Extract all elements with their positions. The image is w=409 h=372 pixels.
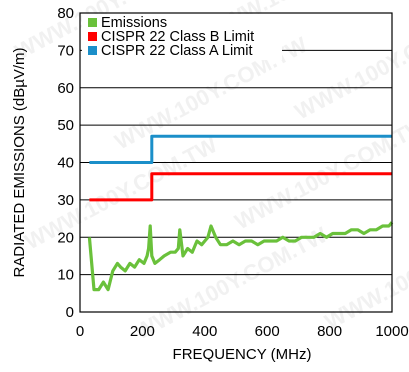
legend-label-emissions: Emissions [101,15,167,31]
watermark-text: WWW.100Y.COM.TW [131,222,332,345]
y-tick-label: 10 [57,267,74,284]
plot-frame [79,12,393,313]
legend-label-class-a: CISPR 22 Class A Limit [101,43,253,59]
x-tick-labels: 0 200 400 600 800 1000 [76,323,409,340]
x-axis-title: FREQUENCY (MHz) [173,346,312,363]
y-tick-label: 40 [57,155,74,172]
y-axis-title: RADIATED EMISSIONS (dBµV/m) [11,47,28,277]
series-line-emissions [87,221,394,292]
series-line-cispr-22-class-b-limit [89,172,392,202]
series-lines [87,134,394,292]
y-tick-label: 20 [57,229,74,246]
x-tick-label: 200 [130,323,155,340]
y-tick-label: 0 [66,304,74,321]
legend-background [82,14,282,60]
series-line-cispr-22-class-a-limit [89,134,392,164]
legend-swatch-emissions [88,18,97,27]
x-tick-label: 800 [317,323,342,340]
y-tick-label: 50 [57,117,74,134]
x-tick-label: 1000 [375,323,408,340]
y-tick-label: 70 [57,42,74,59]
x-tick-label: 600 [255,323,280,340]
watermark-text: WWW.100Y.COM.TW [291,2,409,125]
y-tick-label: 30 [57,192,74,209]
legend-swatch-class-b [88,32,97,41]
x-tick-label: 0 [76,323,84,340]
y-tick-label: 80 [57,5,74,22]
legend: Emissions CISPR 22 Class B Limit CISPR 2… [82,14,282,60]
watermark-text: WWW.100Y.COM.TW [321,212,409,335]
x-tick-label: 400 [192,323,217,340]
legend-label-class-b: CISPR 22 Class B Limit [101,29,254,45]
legend-swatch-class-a [88,46,97,55]
y-tick-labels: 0 10 20 30 40 50 60 70 80 [57,5,74,321]
y-tick-label: 60 [57,80,74,97]
